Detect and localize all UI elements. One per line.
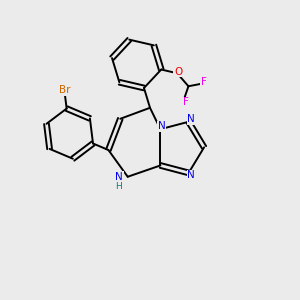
- Text: O: O: [174, 67, 182, 77]
- Text: F: F: [201, 77, 207, 87]
- Text: N: N: [116, 172, 123, 182]
- Text: F: F: [183, 97, 189, 107]
- Text: N: N: [187, 170, 195, 180]
- Text: H: H: [116, 182, 122, 191]
- Text: N: N: [158, 121, 166, 131]
- Text: N: N: [187, 114, 195, 124]
- Text: Br: Br: [58, 85, 70, 95]
